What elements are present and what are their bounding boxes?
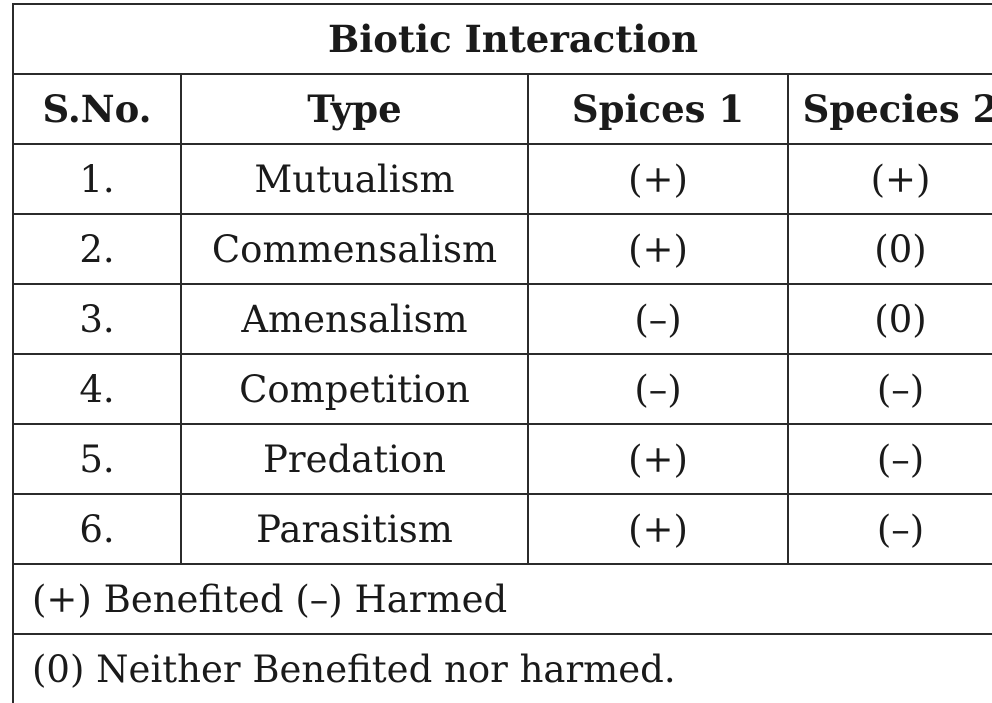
cell-species-2: (–): [786, 493, 992, 565]
cell-species-2: (0): [786, 283, 992, 355]
legend-benefited-harmed: (+) Benefited (–) Harmed: [11, 563, 992, 635]
cell-type: Predation: [180, 423, 529, 495]
legend-row: (0) Neither Benefited nor harmed.: [11, 633, 992, 703]
cell-type: Commensalism: [180, 213, 529, 285]
biotic-interaction-table-container: Biotic Interaction S.No. Type Spices 1 S…: [11, 3, 992, 703]
cell-type: Mutualism: [180, 143, 529, 215]
cell-species-1: (+): [527, 493, 789, 565]
header-species-2: Species 2: [786, 73, 992, 145]
cell-species-1: (+): [527, 213, 789, 285]
table-title-row: Biotic Interaction: [11, 3, 992, 75]
table-row: 6. Parasitism (+) (–): [12, 493, 992, 565]
cell-species-2: (–): [786, 353, 992, 425]
table-row: 1. Mutualism (+) (+): [12, 143, 992, 215]
table-header-row: S.No. Type Spices 1 Species 2: [12, 73, 992, 145]
cell-type: Amensalism: [180, 283, 529, 355]
table-row: 5. Predation (+) (–): [12, 423, 992, 495]
header-sno: S.No.: [12, 73, 182, 145]
cell-sno: 4.: [12, 353, 182, 425]
cell-species-2: (–): [786, 423, 992, 495]
cell-sno: 2.: [12, 213, 182, 285]
cell-sno: 1.: [12, 143, 182, 215]
legend-row: (+) Benefited (–) Harmed: [11, 563, 992, 635]
cell-type: Parasitism: [180, 493, 529, 565]
table-row: 3. Amensalism (–) (0): [12, 283, 992, 355]
cell-sno: 6.: [12, 493, 182, 565]
cell-species-2: (+): [786, 143, 992, 215]
table-row: 4. Competition (–) (–): [12, 353, 992, 425]
cell-type: Competition: [180, 353, 529, 425]
cell-sno: 5.: [12, 423, 182, 495]
cell-species-1: (–): [527, 353, 789, 425]
cell-species-1: (+): [527, 143, 789, 215]
legend-neither: (0) Neither Benefited nor harmed.: [11, 633, 992, 703]
table-row: 2. Commensalism (+) (0): [12, 213, 992, 285]
biotic-interaction-table: Biotic Interaction S.No. Type Spices 1 S…: [11, 3, 992, 703]
cell-species-2: (0): [786, 213, 992, 285]
header-type: Type: [180, 73, 529, 145]
table-title: Biotic Interaction: [11, 3, 992, 75]
header-species-1: Spices 1: [527, 73, 789, 145]
cell-species-1: (–): [527, 283, 789, 355]
cell-species-1: (+): [527, 423, 789, 495]
cell-sno: 3.: [12, 283, 182, 355]
